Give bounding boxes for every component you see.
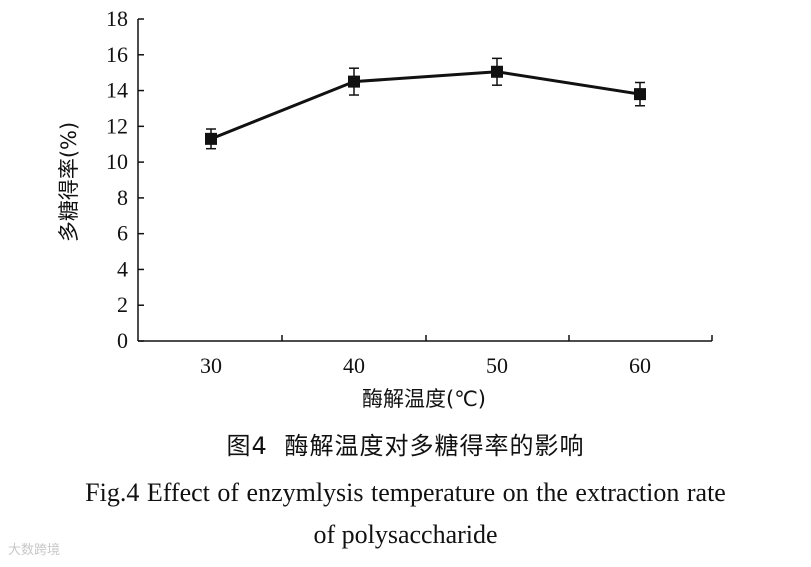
x-tick-label: 40 — [343, 353, 365, 378]
data-point — [348, 75, 360, 88]
x-tick-label: 30 — [200, 353, 222, 378]
y-tick-label: 14 — [106, 78, 128, 103]
y-axis-title: 多糖得率(%) — [57, 122, 81, 242]
y-tick-label: 2 — [117, 292, 128, 317]
watermark-logo: 大数跨境 — [8, 543, 61, 558]
y-tick-label: 18 — [106, 6, 128, 31]
data-point — [634, 88, 646, 101]
line-chart: 0 2 4 6 8 10 12 14 16 18 30 40 50 60 多糖得率(%) 酶解温度(℃) — [57, 6, 713, 411]
chart-ticks: 0 2 4 6 8 10 12 14 16 18 30 40 50 60 — [106, 6, 713, 378]
x-tick-label: 60 — [629, 353, 651, 378]
y-tick-label: 10 — [106, 149, 128, 174]
y-tick-label: 12 — [106, 113, 128, 138]
figure-caption-english-line-1: Fig.4 Effect of enzymlysis temperature o… — [85, 478, 726, 507]
y-tick-label: 4 — [117, 256, 128, 281]
chart-axes — [137, 19, 712, 342]
data-point — [205, 132, 217, 145]
y-tick-label: 0 — [117, 328, 128, 353]
y-tick-label: 8 — [117, 185, 128, 210]
y-tick-label: 16 — [106, 42, 128, 67]
x-axis-title: 酶解温度(℃) — [362, 387, 486, 411]
chart-series — [205, 57, 646, 150]
x-tick-label: 50 — [486, 353, 508, 378]
data-point — [491, 65, 503, 78]
y-tick-label: 6 — [117, 221, 128, 246]
figure-caption-english-line-2: of polysaccharide — [313, 520, 498, 549]
figure-caption-chinese: 图4 酶解温度对多糖得率的影响 — [226, 432, 585, 460]
series-line — [210, 70, 641, 141]
